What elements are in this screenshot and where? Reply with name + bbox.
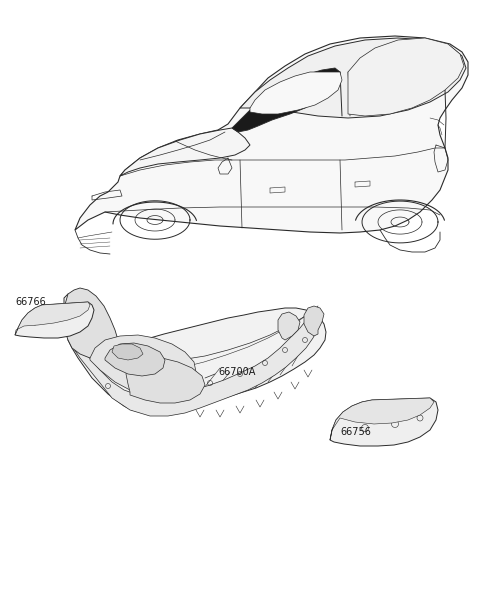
- Circle shape: [157, 373, 167, 383]
- Polygon shape: [15, 302, 90, 335]
- Text: 66756: 66756: [340, 427, 371, 437]
- Polygon shape: [90, 335, 196, 394]
- Polygon shape: [278, 312, 300, 340]
- Polygon shape: [120, 128, 250, 176]
- Polygon shape: [240, 38, 466, 118]
- Polygon shape: [15, 302, 94, 338]
- Polygon shape: [105, 343, 165, 376]
- Polygon shape: [304, 306, 324, 336]
- Polygon shape: [330, 398, 438, 446]
- Polygon shape: [64, 288, 118, 358]
- Text: 66700A: 66700A: [218, 367, 255, 377]
- Polygon shape: [250, 72, 342, 114]
- Text: 66766: 66766: [15, 297, 46, 307]
- Polygon shape: [112, 344, 143, 360]
- Polygon shape: [68, 314, 318, 416]
- Polygon shape: [126, 357, 205, 403]
- Polygon shape: [64, 294, 326, 412]
- Polygon shape: [232, 68, 340, 132]
- Polygon shape: [348, 38, 464, 116]
- Polygon shape: [330, 398, 434, 440]
- Polygon shape: [75, 36, 468, 233]
- Circle shape: [144, 376, 152, 384]
